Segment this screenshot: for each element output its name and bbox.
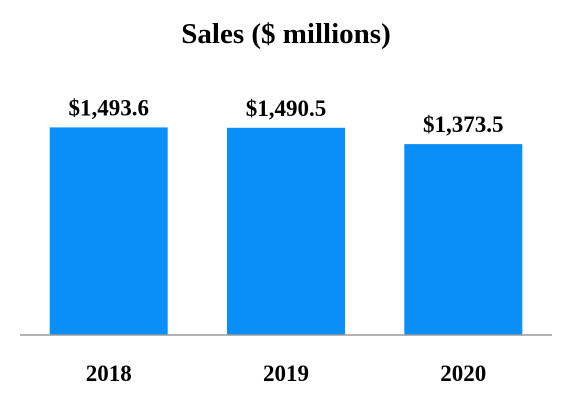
bars-group [49,127,523,336]
data-labels-group: $1,493.6 $1,490.5 $1,373.5 [68,95,503,137]
x-tick-label-2020: 2020 [440,361,486,386]
data-label-2018: $1,493.6 [68,95,149,120]
bar-2018 [49,127,168,336]
chart-title: Sales ($ millions) [181,18,391,50]
bar-2020 [404,144,523,335]
x-tick-labels-group: 2018 2019 2020 [86,361,487,386]
data-label-2020: $1,373.5 [423,112,504,137]
data-label-2019: $1,490.5 [246,96,327,121]
bar-2019 [227,127,345,335]
x-tick-label-2019: 2019 [263,361,309,386]
x-tick-label-2018: 2018 [86,361,132,386]
